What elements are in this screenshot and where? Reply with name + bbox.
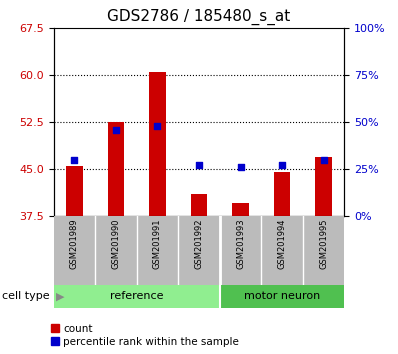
Point <box>71 157 78 162</box>
Text: motor neuron: motor neuron <box>244 291 320 302</box>
Text: GSM201993: GSM201993 <box>236 218 245 269</box>
Bar <box>315 156 332 216</box>
Text: reference: reference <box>110 291 164 302</box>
Bar <box>220 285 344 308</box>
Text: GDS2786 / 185480_s_at: GDS2786 / 185480_s_at <box>107 8 291 25</box>
Point <box>237 164 244 170</box>
Text: GSM201992: GSM201992 <box>195 218 203 269</box>
Bar <box>108 122 124 216</box>
Point <box>196 162 202 168</box>
Bar <box>274 172 290 216</box>
Bar <box>66 166 83 216</box>
Text: cell type: cell type <box>2 291 50 302</box>
Text: GSM201995: GSM201995 <box>319 218 328 269</box>
Point <box>320 157 327 162</box>
Bar <box>232 204 249 216</box>
Bar <box>149 72 166 216</box>
Text: GSM201990: GSM201990 <box>111 218 121 269</box>
Text: GSM201991: GSM201991 <box>153 218 162 269</box>
Point <box>113 127 119 132</box>
Text: GSM201989: GSM201989 <box>70 218 79 269</box>
Bar <box>191 194 207 216</box>
Legend: count, percentile rank within the sample: count, percentile rank within the sample <box>51 324 239 347</box>
Text: ▶: ▶ <box>56 291 64 302</box>
Point <box>154 123 161 129</box>
Text: GSM201994: GSM201994 <box>277 218 287 269</box>
Bar <box>54 285 220 308</box>
Point <box>279 162 285 168</box>
